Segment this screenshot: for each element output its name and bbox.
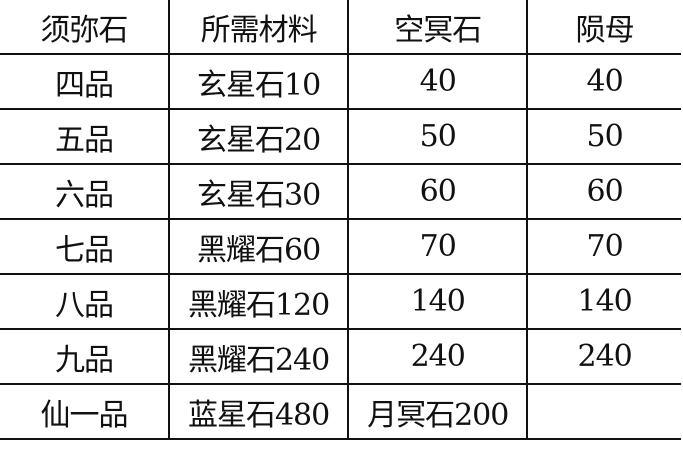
table-row: 六品 玄星石30 60 60 bbox=[0, 163, 681, 220]
table-row: 仙一品 蓝星石480 月冥石200 bbox=[0, 383, 681, 440]
table-cell: 四品 bbox=[0, 53, 171, 110]
table-cell: 玄星石20 bbox=[168, 108, 350, 165]
table-cell: 50 bbox=[526, 108, 681, 165]
table-cell: 黑耀石60 bbox=[168, 218, 350, 275]
table-cell: 40 bbox=[347, 53, 529, 110]
table-cell: 60 bbox=[526, 163, 681, 220]
table-cell: 五品 bbox=[0, 108, 171, 165]
table-row: 九品 黑耀石240 240 240 bbox=[0, 328, 681, 385]
table-row: 七品 黑耀石60 70 70 bbox=[0, 218, 681, 275]
column-header: 陨母 bbox=[526, 0, 681, 55]
table-cell: 月冥石200 bbox=[347, 383, 529, 440]
table-cell: 70 bbox=[526, 218, 681, 275]
table-cell: 140 bbox=[526, 273, 681, 330]
column-header: 空冥石 bbox=[347, 0, 529, 55]
header-row: 须弥石 所需材料 空冥石 陨母 bbox=[0, 0, 681, 55]
table-cell: 70 bbox=[347, 218, 529, 275]
table-cell: 玄星石10 bbox=[168, 53, 350, 110]
table-cell: 九品 bbox=[0, 328, 171, 385]
table-row: 四品 玄星石10 40 40 bbox=[0, 53, 681, 110]
table-cell: 七品 bbox=[0, 218, 171, 275]
table-cell: 240 bbox=[347, 328, 529, 385]
table-cell: 40 bbox=[526, 53, 681, 110]
table-cell: 50 bbox=[347, 108, 529, 165]
table-cell bbox=[526, 383, 681, 440]
table-cell: 240 bbox=[526, 328, 681, 385]
column-header: 所需材料 bbox=[168, 0, 350, 55]
table-row: 八品 黑耀石120 140 140 bbox=[0, 273, 681, 330]
table-cell: 蓝星石480 bbox=[168, 383, 350, 440]
table-cell: 八品 bbox=[0, 273, 171, 330]
table-cell: 仙一品 bbox=[0, 383, 171, 440]
table-cell: 黑耀石240 bbox=[168, 328, 350, 385]
table-row: 五品 玄星石20 50 50 bbox=[0, 108, 681, 165]
table-cell: 140 bbox=[347, 273, 529, 330]
table-cell: 黑耀石120 bbox=[168, 273, 350, 330]
table-cell: 六品 bbox=[0, 163, 171, 220]
table-cell: 玄星石30 bbox=[168, 163, 350, 220]
column-header: 须弥石 bbox=[0, 0, 171, 55]
material-table: 须弥石 所需材料 空冥石 陨母 四品 玄星石10 40 40 五品 玄星石20 50 50 六品 玄星石3… bbox=[0, 0, 681, 440]
table-cell: 60 bbox=[347, 163, 529, 220]
